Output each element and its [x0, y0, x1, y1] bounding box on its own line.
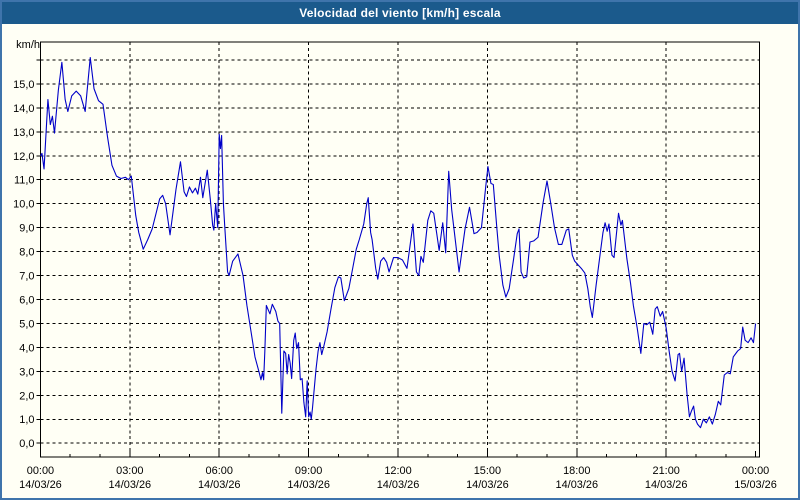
- y-tick-label: 9,0: [19, 223, 34, 235]
- y-tick-label: 12,0: [13, 151, 34, 163]
- horizontal-gridlines: [40, 59, 760, 444]
- x-tick-time: 00:00: [742, 465, 769, 477]
- wind-speed-line: [39, 57, 757, 429]
- y-tick-label: 3,0: [19, 366, 34, 378]
- x-tick-date: 14/03/26: [377, 479, 420, 491]
- y-tick-label: 11,0: [14, 175, 34, 187]
- x-tick-time: 00:00: [27, 465, 54, 477]
- y-tick-label: 1,0: [19, 414, 34, 426]
- y-axis-unit-label: km/h: [16, 39, 40, 51]
- x-tick-date: 14/03/26: [198, 479, 241, 491]
- x-tick-date: 14/03/26: [555, 479, 598, 491]
- y-tick-label: 4,0: [19, 342, 34, 354]
- y-tick-label: 10,0: [13, 199, 34, 211]
- x-tick-time: 15:00: [474, 465, 501, 477]
- chart-title: Velocidad del viento [km/h] escala: [299, 6, 501, 20]
- y-tick-label: 13,0: [13, 127, 34, 139]
- x-tick-time: 21:00: [652, 465, 679, 477]
- x-tick-time: 06:00: [206, 465, 233, 477]
- x-tick-date: 15/03/26: [734, 479, 777, 491]
- x-tick-date: 14/03/26: [645, 479, 688, 491]
- y-tick-label: 8,0: [19, 247, 34, 259]
- title-bar: Velocidad del viento [km/h] escala: [2, 2, 798, 24]
- y-axis: 0,0 1,0 2,0 3,0 4,0 5,0 6,0 7,0 8,0 9,0 10,0 11,0 12…: [13, 59, 41, 450]
- y-tick-label: 6,0: [19, 294, 34, 306]
- y-tick-label: 14,0: [13, 103, 34, 115]
- x-tick-date: 14/03/26: [109, 479, 152, 491]
- x-tick-time: 12:00: [384, 465, 411, 477]
- plot-border: [39, 41, 761, 458]
- x-tick-date: 14/03/26: [19, 479, 62, 491]
- y-tick-label: 2,0: [19, 390, 34, 402]
- series: [39, 57, 757, 429]
- x-tick-date: 14/03/26: [466, 479, 509, 491]
- y-tick-label: 5,0: [19, 318, 34, 330]
- x-tick-time: 09:00: [295, 465, 322, 477]
- x-axis: 00:00 14/03/26 03:00 14/03/26 06:00 14/03/26 0…: [19, 451, 777, 491]
- y-tick-label: 15,0: [13, 79, 34, 91]
- x-tick-date: 14/03/26: [287, 479, 330, 491]
- y-tick-label: 7,0: [19, 271, 34, 283]
- y-tick-label: 0,0: [19, 438, 34, 450]
- x-tick-time: 18:00: [563, 465, 590, 477]
- x-tick-time: 03:00: [116, 465, 143, 477]
